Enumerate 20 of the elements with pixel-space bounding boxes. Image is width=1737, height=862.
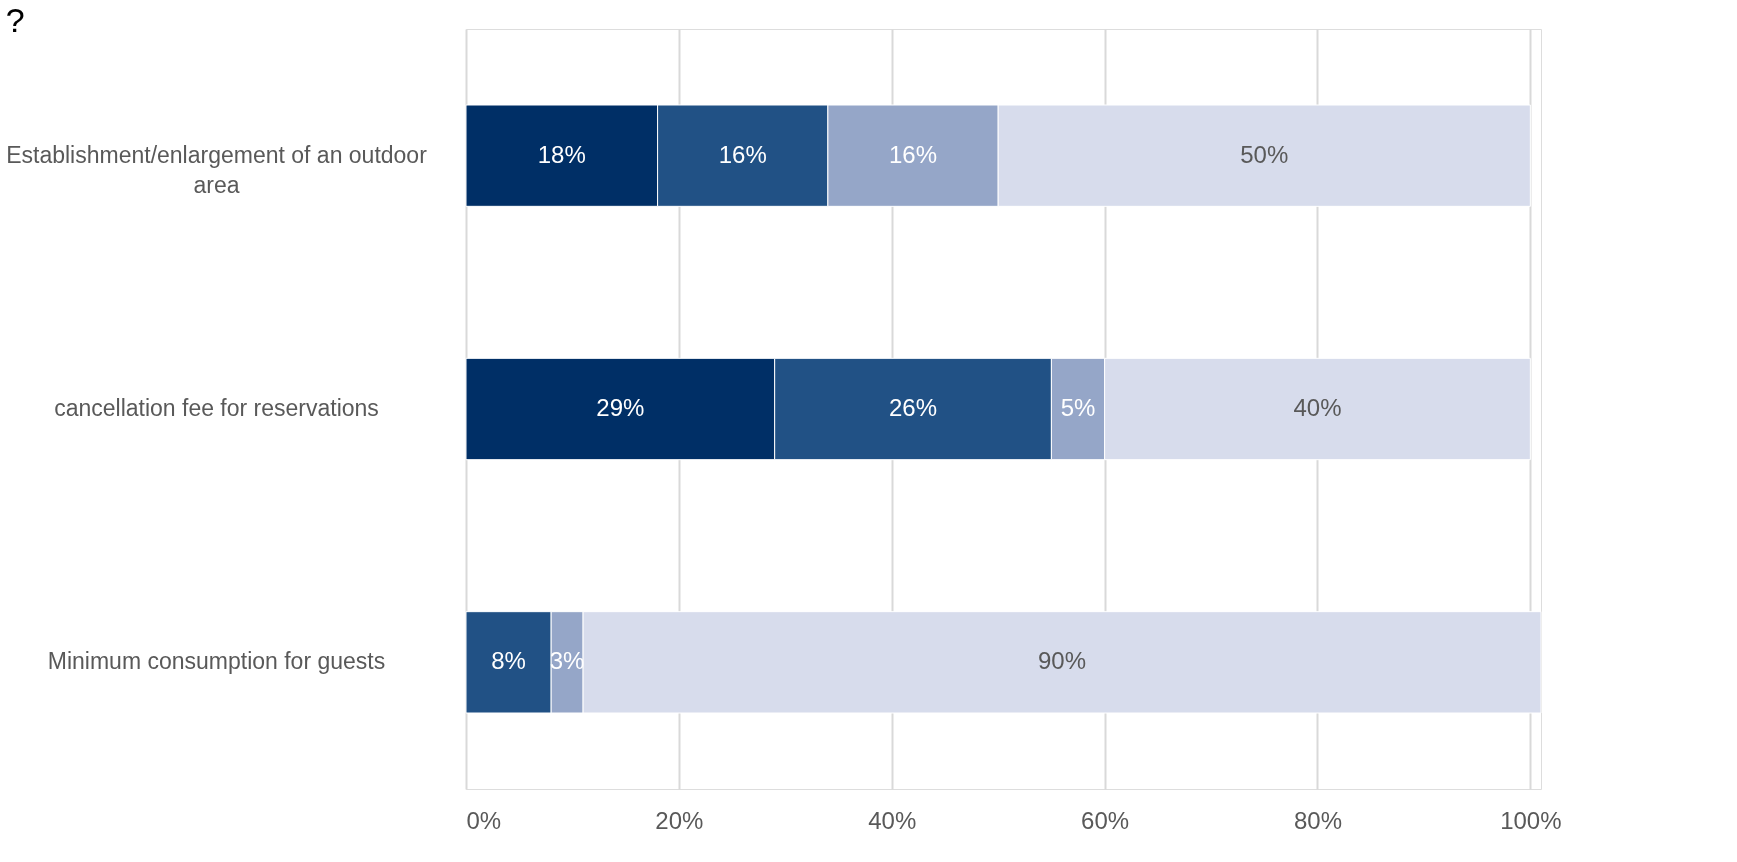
text: ? xyxy=(5,1,25,39)
y-tick-label: cancellation fee for reservations xyxy=(54,395,379,421)
data-label: 50% xyxy=(1240,140,1289,168)
data-label: 29% xyxy=(596,394,645,421)
x-tick-label: 40% xyxy=(868,806,917,834)
data-label: 26% xyxy=(889,394,938,421)
data-label: 8% xyxy=(491,647,526,675)
x-tick-label: 0% xyxy=(466,806,502,834)
x-tick-label: 60% xyxy=(1081,806,1130,834)
data-label: 5% xyxy=(1060,394,1096,421)
data-label: 40% xyxy=(1293,394,1342,421)
y-tick-label: Minimum consumption for guests xyxy=(47,648,386,675)
x-tick-label: 100% xyxy=(1500,806,1562,834)
data-label: 16% xyxy=(889,140,938,168)
x-tick-label: 20% xyxy=(655,806,704,834)
x-tick-label: 80% xyxy=(1293,806,1343,834)
y-tick-label: Establishment/enlargement of an outdoor area xyxy=(6,141,428,198)
data-label: 18% xyxy=(537,140,586,168)
data-label: 90% xyxy=(1038,647,1087,675)
data-label: 16% xyxy=(718,140,767,168)
